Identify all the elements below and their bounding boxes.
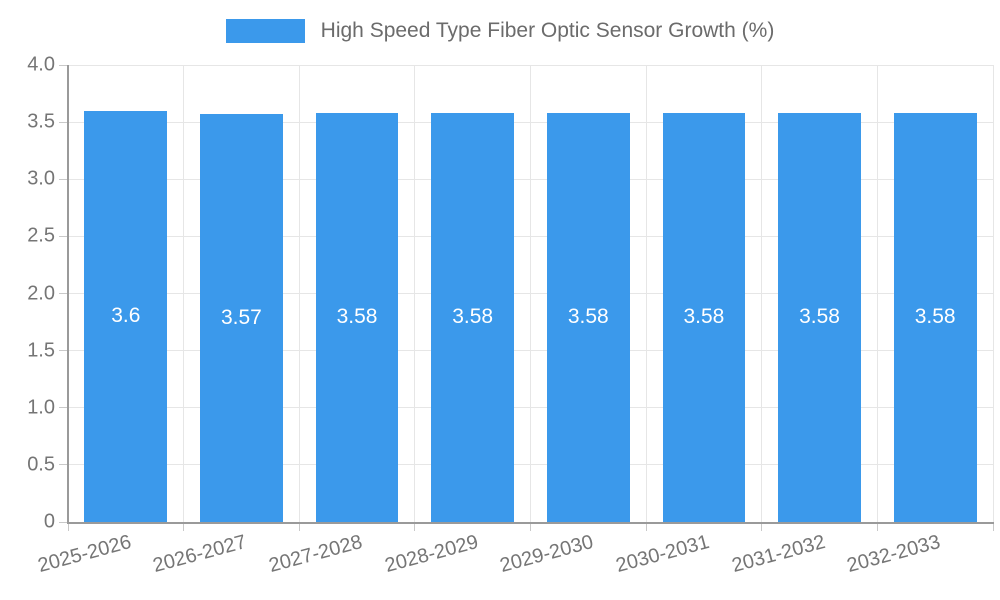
y-axis-tick-label: 1.0	[27, 396, 55, 419]
x-gridline	[530, 65, 531, 522]
bar-value-label: 3.57	[220, 306, 262, 330]
x-axis-tick	[761, 522, 763, 531]
y-axis-tick	[59, 178, 68, 180]
y-axis-tick-label: 1.5	[27, 339, 55, 362]
y-axis-line	[67, 65, 69, 522]
y-axis-tick	[59, 235, 68, 237]
x-axis-tick	[298, 522, 300, 531]
x-gridline	[298, 65, 300, 522]
x-axis-tick	[645, 522, 647, 531]
bar-value-label: 3.58	[336, 305, 378, 329]
y-axis-tick-label: 0.5	[27, 453, 55, 476]
y-axis-tick	[59, 293, 68, 294]
legend-label: High Speed Type Fiber Optic Sensor Growt…	[320, 19, 775, 42]
legend-swatch-icon	[225, 19, 305, 43]
x-gridline	[876, 65, 878, 522]
bar[interactable]	[84, 110, 168, 522]
bar[interactable]	[546, 112, 630, 522]
x-gridline	[645, 65, 647, 522]
bar-value-label: 3.6	[111, 304, 141, 328]
bar[interactable]	[893, 112, 977, 522]
x-axis-tick	[530, 522, 531, 531]
y-axis-tick	[59, 121, 68, 123]
x-gridline	[992, 65, 994, 522]
y-axis-tick	[59, 464, 68, 466]
bar[interactable]	[778, 112, 861, 522]
y-axis-tick-label: 0	[43, 510, 55, 533]
x-axis-label: 2025-2026	[35, 531, 134, 578]
x-axis-tick	[414, 522, 416, 531]
x-axis-label: 2028-2029	[382, 531, 481, 578]
x-gridline	[414, 65, 416, 522]
bar[interactable]	[200, 114, 283, 522]
bar-value-label: 3.58	[683, 305, 725, 329]
bar-value-label: 3.58	[452, 305, 494, 329]
bar-value-label: 3.58	[567, 305, 609, 329]
x-axis-tick	[876, 522, 878, 531]
y-axis-tick-label: 2.5	[27, 224, 55, 247]
bar-value-label: 3.58	[799, 305, 840, 329]
x-gridline	[183, 65, 185, 522]
y-axis-tick	[59, 64, 68, 66]
y-axis-tick-label: 2.0	[27, 282, 55, 304]
x-axis-label: 2032-2033	[844, 531, 943, 578]
y-axis-tick-label: 3.5	[27, 110, 55, 133]
x-axis-tick	[67, 522, 69, 531]
x-axis-line	[67, 522, 994, 524]
x-axis-label: 2031-2032	[729, 531, 828, 578]
bar[interactable]	[431, 112, 515, 522]
y-axis-tick	[59, 350, 68, 352]
y-axis-tick-label: 3.0	[27, 167, 55, 190]
bar[interactable]	[315, 112, 399, 522]
x-axis-label: 2030-2031	[613, 531, 712, 578]
x-axis-tick	[183, 522, 185, 531]
x-axis-tick	[992, 522, 994, 531]
y-axis-tick	[59, 407, 68, 409]
y-axis-tick-label: 4.0	[27, 53, 55, 76]
y-axis-tick	[59, 521, 68, 523]
x-axis-label: 2029-2030	[497, 531, 597, 578]
bar[interactable]	[662, 112, 746, 522]
chart-legend[interactable]: High Speed Type Fiber Optic Sensor Growt…	[0, 14, 1000, 48]
bar-value-label: 3.58	[914, 305, 956, 329]
x-axis-label: 2026-2027	[151, 531, 250, 578]
x-axis-label: 2027-2028	[266, 531, 365, 578]
x-gridline	[761, 65, 763, 522]
